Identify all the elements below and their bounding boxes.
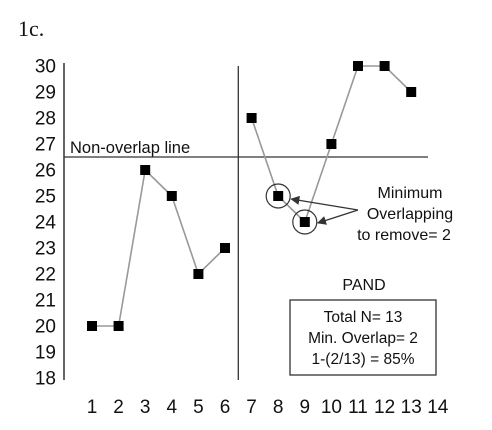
method-label: PAND <box>342 277 385 294</box>
x-tick-label: 4 <box>167 397 178 418</box>
x-tick-label: 6 <box>220 397 231 418</box>
data-point <box>299 217 310 227</box>
y-tick-label: 28 <box>35 109 56 130</box>
non-overlap-label: Non-overlap line <box>70 139 190 157</box>
x-tick-labels: 1 2 3 4 5 6 7 8 9 10 11 12 13 14 <box>87 397 449 418</box>
x-tick-label: 5 <box>193 397 204 418</box>
y-tick-label: 24 <box>35 213 57 234</box>
y-tick-label: 23 <box>35 239 56 260</box>
y-tick-label: 29 <box>35 83 56 104</box>
data-point <box>87 321 97 331</box>
summary-line-1: Total N= 13 <box>324 309 403 326</box>
x-tick-label: 8 <box>273 397 284 418</box>
summary-box-frame <box>289 299 437 376</box>
annotation-arrow <box>290 195 359 211</box>
y-tick-label: 21 <box>35 291 56 312</box>
summary-line-3: 1-(2/13) = 85% <box>312 351 415 368</box>
annotation-line-3: to remove= 2 <box>357 227 451 244</box>
highlight-circle <box>292 209 318 235</box>
summary-line-2: Min. Overlap= 2 <box>308 330 418 347</box>
y-tick-label: 26 <box>35 161 56 182</box>
data-point <box>140 165 151 175</box>
data-point <box>406 87 417 97</box>
x-tick-label: 12 <box>374 397 395 418</box>
summary-box: Total N= 13 Min. Overlap= 2 1-(2/13) = 8… <box>289 299 437 376</box>
data-point <box>326 139 337 149</box>
highlight-circle <box>265 183 291 209</box>
series-line-1 <box>92 168 226 327</box>
data-point <box>220 243 230 253</box>
data-series <box>87 61 417 331</box>
data-point <box>166 191 177 201</box>
data-point <box>273 191 284 201</box>
data-point <box>113 321 124 331</box>
x-tick-label: 1 <box>87 397 98 418</box>
x-tick-label: 3 <box>140 397 151 418</box>
data-point <box>353 61 363 71</box>
x-tick-label: 2 <box>113 397 124 418</box>
y-tick-label: 19 <box>35 343 56 364</box>
x-tick-label: 11 <box>348 397 368 418</box>
y-tick-label: 22 <box>35 265 56 286</box>
panel-label: 1c. <box>18 16 44 41</box>
annotation-line-2: Overlapping <box>367 206 453 223</box>
data-point <box>246 113 257 123</box>
circled-points <box>265 183 318 235</box>
overlap-annotation: Minimum Overlapping to remove= 2 <box>357 185 453 244</box>
y-tick-label: 18 <box>35 369 56 390</box>
x-tick-label: 9 <box>300 397 311 418</box>
annotation-arrow <box>316 209 359 225</box>
y-tick-label: 27 <box>35 135 56 156</box>
annotation-arrows <box>290 195 359 225</box>
guide-lines: Non-overlap line <box>64 66 428 380</box>
x-tick-label: 10 <box>321 397 342 418</box>
data-point <box>379 61 390 71</box>
x-tick-label: 14 <box>427 397 449 418</box>
x-tick-label: 7 <box>246 397 257 418</box>
data-point <box>193 269 204 279</box>
y-tick-label: 20 <box>35 317 56 338</box>
y-tick-label: 30 <box>35 57 56 78</box>
y-tick-label: 25 <box>35 187 56 208</box>
annotation-line-1: Minimum <box>378 185 443 202</box>
x-tick-label: 13 <box>401 397 422 418</box>
y-tick-labels: 18 19 20 21 22 23 24 25 26 27 28 29 30 <box>35 57 57 390</box>
